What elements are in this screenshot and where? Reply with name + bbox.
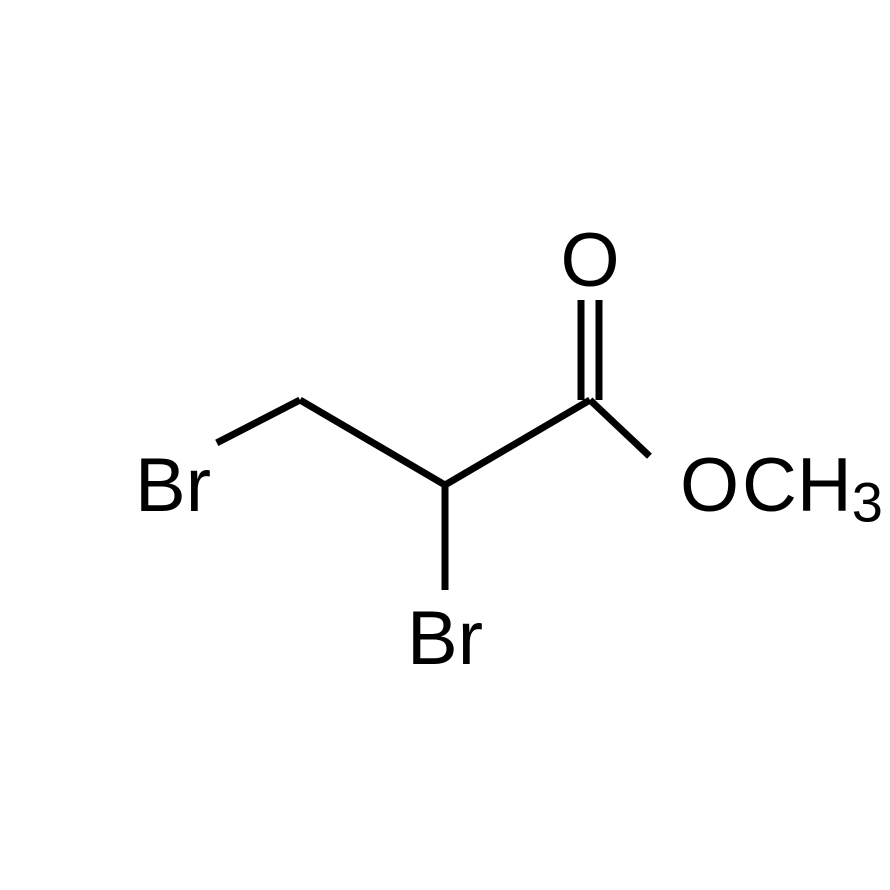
atom-label-Br_bottom: Br	[407, 596, 483, 681]
molecule-diagram: BrBrOOCH3	[0, 0, 890, 890]
atom-label-O_right: O	[680, 443, 739, 528]
atom-label-Br_left: Br	[135, 443, 211, 528]
atom-label-O_top: O	[560, 218, 619, 303]
